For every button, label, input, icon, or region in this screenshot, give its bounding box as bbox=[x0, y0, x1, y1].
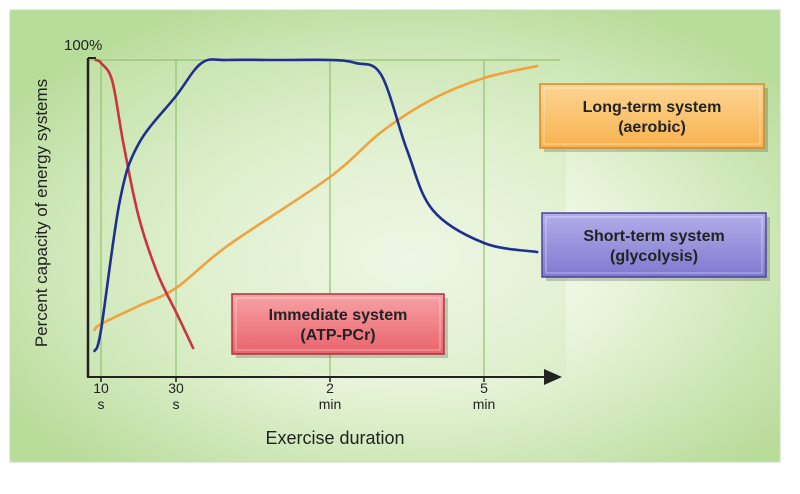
label-box-immediate-text: Immediate system bbox=[269, 307, 408, 324]
x-tick-unit: min bbox=[319, 396, 342, 412]
x-axis-label: Exercise duration bbox=[265, 428, 404, 448]
label-box-immediate-bevel bbox=[235, 297, 441, 351]
label-box-long-term-text: Long-term system bbox=[583, 99, 722, 116]
y-axis-max-label: 100% bbox=[64, 37, 102, 54]
label-box-long-term-bevel bbox=[543, 87, 761, 145]
x-tick-unit: min bbox=[473, 396, 496, 412]
label-box-immediate-text: (ATP-PCr) bbox=[300, 327, 375, 344]
label-box-short-term-bevel bbox=[545, 216, 763, 274]
x-tick-label: 10 bbox=[93, 380, 109, 396]
x-tick-unit: s bbox=[173, 396, 180, 412]
label-box-immediate bbox=[231, 293, 445, 355]
x-tick-unit: s bbox=[98, 396, 105, 412]
label-box-long-term bbox=[539, 83, 765, 149]
label-box-short-term bbox=[541, 212, 767, 278]
y-axis-label: Percent capacity of energy systems bbox=[32, 79, 51, 347]
series-line-1 bbox=[93, 58, 539, 353]
label-box-short-term-text: (glycolysis) bbox=[610, 248, 698, 265]
x-tick-label: 2 bbox=[326, 380, 334, 396]
label-box-long-term-text: (aerobic) bbox=[618, 119, 686, 136]
series-line-0 bbox=[94, 58, 195, 350]
label-box-short-term-text: Short-term system bbox=[583, 228, 724, 245]
series-line-2 bbox=[93, 64, 539, 332]
x-tick-label: 5 bbox=[480, 380, 488, 396]
series-label-boxes: Immediate system (ATP-PCr) Short-term syst… bbox=[231, 83, 770, 358]
x-tick-label: 30 bbox=[168, 380, 184, 396]
series-lines bbox=[93, 58, 539, 353]
